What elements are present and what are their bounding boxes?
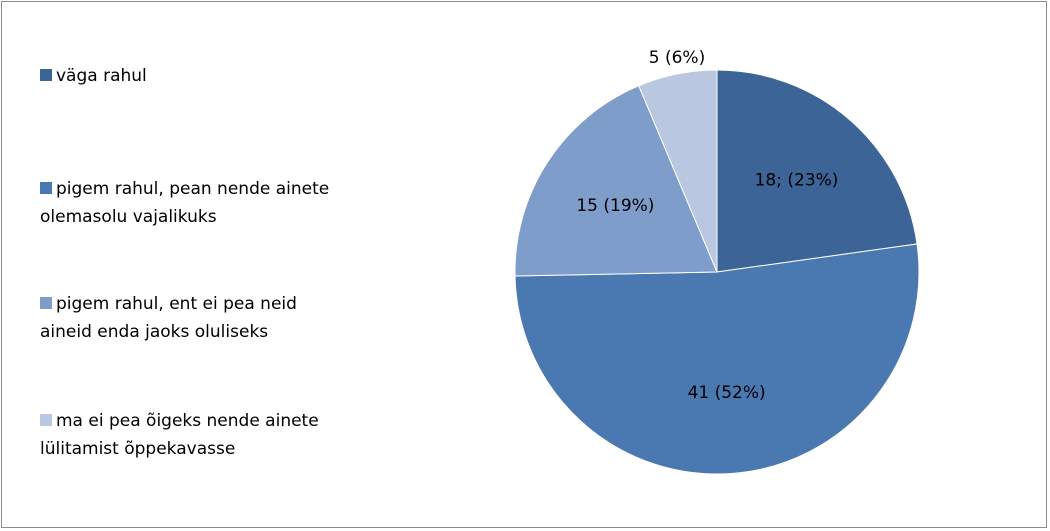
legend-entry: väga rahul [40, 62, 340, 90]
data-label: 18; (23%) [755, 171, 839, 191]
legend-swatch [40, 182, 52, 194]
legend-label: ma ei pea õigeks nende ainete lülitamist… [40, 411, 319, 459]
data-label: 15 (19%) [576, 196, 654, 216]
pie-slice [514, 243, 920, 475]
legend-entry: ma ei pea õigeks nende ainete lülitamist… [40, 407, 340, 463]
pie-slice [638, 69, 718, 273]
legend-swatch [40, 297, 52, 309]
legend-entry: pigem rahul, ent ei pea neid aineid enda… [40, 290, 340, 346]
legend-label: pigem rahul, pean nende ainete olemasolu… [40, 179, 330, 227]
legend-swatch [40, 414, 52, 426]
legend-label: väga rahul [56, 66, 147, 86]
legend-swatch [40, 69, 52, 81]
data-label: 41 (52%) [688, 383, 766, 403]
pie-slice [716, 69, 918, 273]
legend-label: pigem rahul, ent ei pea neid aineid enda… [40, 294, 297, 342]
legend-entry: pigem rahul, pean nende ainete olemasolu… [40, 175, 340, 231]
pie-slice [514, 85, 718, 277]
data-label: 5 (6%) [649, 48, 705, 68]
